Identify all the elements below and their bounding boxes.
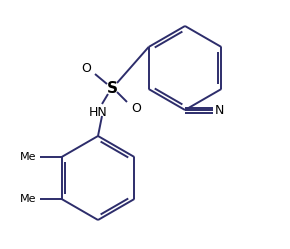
Text: Me: Me xyxy=(20,194,37,204)
Text: N: N xyxy=(215,104,224,117)
Text: O: O xyxy=(131,102,141,115)
Text: HN: HN xyxy=(89,106,107,119)
Text: O: O xyxy=(81,62,91,74)
Text: Me: Me xyxy=(20,152,37,162)
Text: S: S xyxy=(106,80,117,96)
